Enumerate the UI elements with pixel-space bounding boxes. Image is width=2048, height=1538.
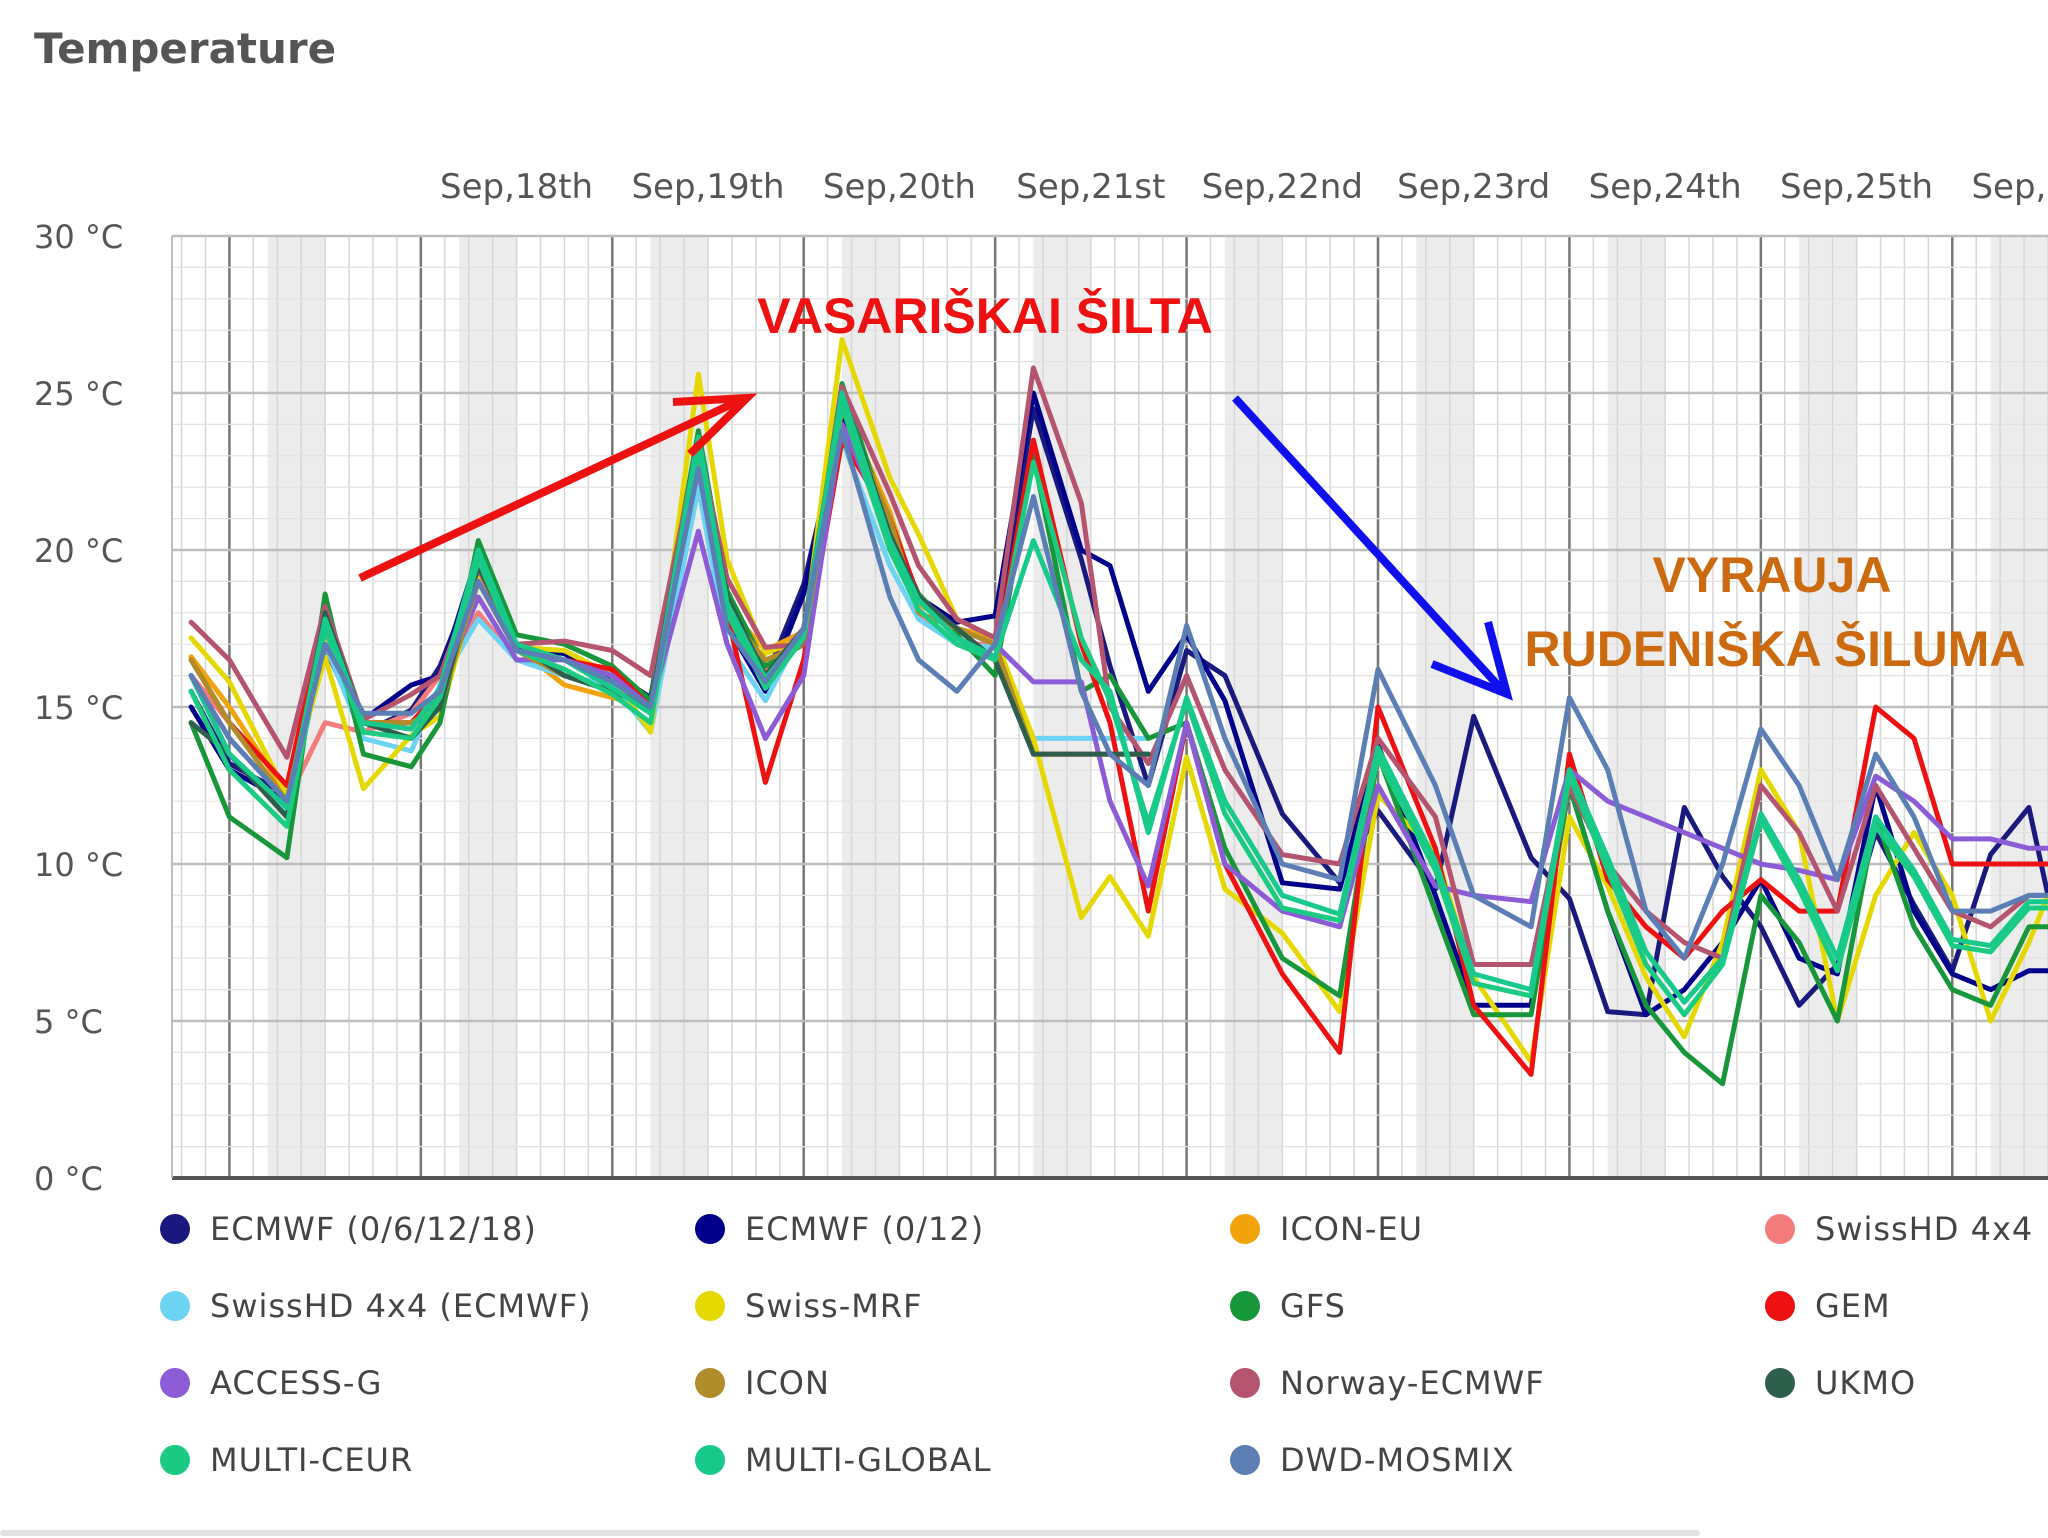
x-tick-label: Sep,22nd xyxy=(1202,167,1363,207)
legend-item[interactable]: DWD-MOSMIX xyxy=(1230,1441,1515,1479)
legend-item[interactable]: MULTI-GLOBAL xyxy=(695,1441,992,1479)
series-lines xyxy=(188,337,2048,1087)
legend-swatch xyxy=(160,1445,190,1475)
legend-item[interactable]: ICON xyxy=(695,1364,830,1402)
cool-trend-arrow xyxy=(1232,395,1508,696)
legend-swatch xyxy=(1230,1368,1260,1398)
warm-trend-arrowhead xyxy=(672,393,758,457)
warm-trend-arrow xyxy=(358,394,747,582)
legend-swatch xyxy=(695,1291,725,1321)
legend-item[interactable]: UKMO xyxy=(1765,1364,1916,1402)
y-tick-label: 0 °C xyxy=(34,1160,103,1198)
legend-label: GEM xyxy=(1815,1287,1891,1325)
temperature-chart: 0 °C 5 °C 10 °C 15 °C 20 °C 25 °C 30 °C Sep,18… xyxy=(34,167,2048,1198)
legend-label: DWD-MOSMIX xyxy=(1280,1441,1515,1479)
series-line-dwd-mosmix xyxy=(188,428,2048,961)
y-tick-label: 30 °C xyxy=(34,218,123,256)
y-axis-ticks: 0 °C 5 °C 10 °C 15 °C 20 °C 25 °C 30 °C xyxy=(34,218,123,1198)
legend-swatch xyxy=(695,1214,725,1244)
legend-label: MULTI-GLOBAL xyxy=(745,1441,992,1479)
legend-swatch xyxy=(1765,1368,1795,1398)
legend-label: GFS xyxy=(1280,1287,1346,1325)
cool-annotation-line2: RUDENIŠKA ŠILUMA xyxy=(1525,620,2026,677)
legend-item[interactable]: Norway-ECMWF xyxy=(1230,1364,1545,1402)
legend-swatch xyxy=(695,1368,725,1398)
legend-swatch xyxy=(1765,1291,1795,1321)
legend-swatch xyxy=(160,1291,190,1321)
horizontal-scrollbar[interactable] xyxy=(0,1530,1700,1536)
x-tick-label: Sep,19th xyxy=(631,167,784,207)
y-tick-label: 5 °C xyxy=(34,1003,103,1041)
legend-swatch xyxy=(160,1368,190,1398)
legend-swatch xyxy=(1230,1445,1260,1475)
y-tick-label: 10 °C xyxy=(34,846,123,884)
legend-label: ECMWF (0/12) xyxy=(745,1210,985,1248)
legend-item[interactable]: ECMWF (0/6/12/18) xyxy=(160,1210,537,1248)
annotations: VASARIŠKAI ŠILTA VYRAUJA RUDENIŠKA ŠILUM… xyxy=(358,287,2026,701)
legend-label: Swiss-MRF xyxy=(745,1287,923,1325)
legend-label: MULTI-CEUR xyxy=(210,1441,414,1479)
x-tick-label: Sep,18th xyxy=(440,167,593,207)
legend-swatch xyxy=(1765,1214,1795,1244)
x-tick-label: Sep,26th xyxy=(1971,167,2048,207)
chart-title: Temperature xyxy=(34,24,337,73)
warm-annotation: VASARIŠKAI ŠILTA xyxy=(757,287,1213,344)
series-line-multi-global xyxy=(188,390,2048,1005)
legend-swatch xyxy=(160,1214,190,1244)
cool-annotation-line1: VYRAUJA xyxy=(1653,547,1892,603)
legend-label: ACCESS-G xyxy=(210,1364,383,1402)
legend-item[interactable]: SwissHD 4x4 xyxy=(1765,1210,2033,1248)
legend-item[interactable]: GEM xyxy=(1765,1287,1891,1325)
x-tick-label: Sep,25th xyxy=(1780,167,1933,207)
legend-item[interactable]: SwissHD 4x4 (ECMWF) xyxy=(160,1287,592,1325)
x-tick-label: Sep,20th xyxy=(823,167,976,207)
x-tick-label: Sep,21st xyxy=(1016,167,1165,207)
x-axis-ticks: Sep,18th Sep,19th Sep,20th Sep,21st Sep,22nd… xyxy=(440,167,2048,207)
y-tick-label: 15 °C xyxy=(34,689,123,727)
y-tick-label: 25 °C xyxy=(34,375,123,413)
legend-label: ICON xyxy=(745,1364,830,1402)
legend-item[interactable]: ECMWF (0/12) xyxy=(695,1210,984,1248)
legend-label: UKMO xyxy=(1815,1364,1917,1402)
legend-item[interactable]: Swiss-MRF xyxy=(695,1287,923,1325)
legend-swatch xyxy=(1230,1214,1260,1244)
legend-label: ICON-EU xyxy=(1280,1210,1424,1248)
cool-trend-arrowhead xyxy=(1430,620,1513,701)
series-line-access-g xyxy=(188,421,2048,930)
legend: ECMWF (0/6/12/18) ECMWF (0/12) ICON-EU Swis… xyxy=(0,1210,2048,1510)
x-tick-label: Sep,23rd xyxy=(1397,167,1550,207)
legend-label: ECMWF (0/6/12/18) xyxy=(210,1210,537,1248)
legend-swatch xyxy=(695,1445,725,1475)
legend-item[interactable]: ACCESS-G xyxy=(160,1364,382,1402)
legend-label: SwissHD 4x4 xyxy=(1815,1210,2034,1248)
x-tick-label: Sep,24th xyxy=(1589,167,1742,207)
legend-item[interactable]: ICON-EU xyxy=(1230,1210,1423,1248)
legend-swatch xyxy=(1230,1291,1260,1321)
legend-label: SwissHD 4x4 (ECMWF) xyxy=(210,1287,592,1325)
legend-item[interactable]: GFS xyxy=(1230,1287,1346,1325)
legend-item[interactable]: MULTI-CEUR xyxy=(160,1441,413,1479)
series-line-gfs xyxy=(188,381,2048,1087)
legend-label: Norway-ECMWF xyxy=(1280,1364,1545,1402)
y-tick-label: 20 °C xyxy=(34,532,123,570)
